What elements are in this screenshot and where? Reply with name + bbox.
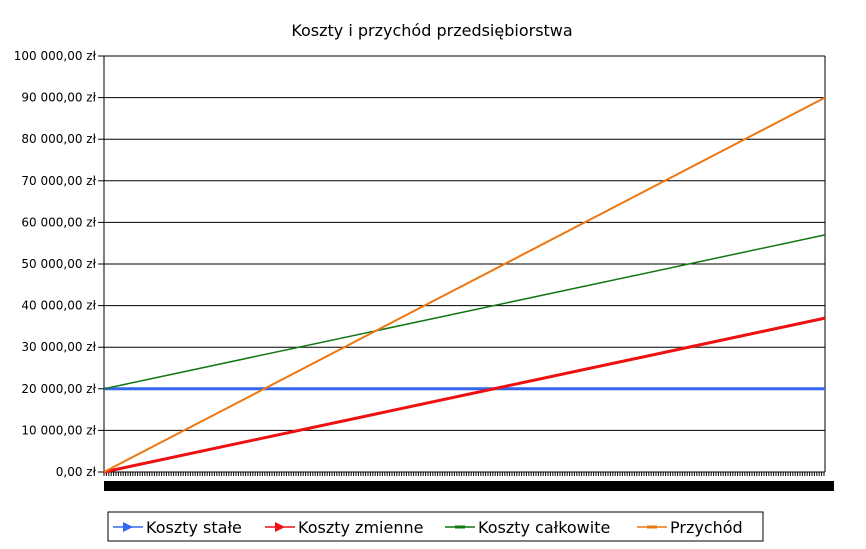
legend-label: Koszty stałe: [146, 518, 242, 537]
x-axis-ticks: [103, 472, 834, 491]
y-tick-label: 100 000,00 zł: [14, 49, 97, 63]
y-tick-label: 70 000,00 zł: [21, 174, 96, 188]
legend-marker: [275, 522, 285, 532]
legend-label: Koszty całkowite: [478, 518, 610, 537]
legend-marker: [123, 522, 133, 532]
legend-label: Przychód: [670, 518, 743, 537]
chart-title: Koszty i przychód przedsiębiorstwa: [291, 21, 572, 40]
y-tick-label: 0,00 zł: [56, 465, 97, 479]
x-tick-labels-overlap: [104, 481, 834, 491]
series-lines: [103, 96, 826, 474]
series-line: [103, 234, 826, 390]
legend: Koszty stałe Koszty zmienne Koszty całkowi…: [107, 511, 764, 542]
y-tick-label: 10 000,00 zł: [21, 423, 96, 437]
y-axis-ticks: 0,00 zł 10 000,00 zł 20 000,00 zł 30 000,00…: [14, 49, 104, 479]
y-tick-label: 20 000,00 zł: [21, 382, 96, 396]
y-tick-label: 40 000,00 zł: [21, 299, 96, 313]
gridlines: [103, 55, 826, 473]
series-line: [103, 96, 826, 473]
legend-marker: [455, 525, 465, 529]
y-tick-label: 50 000,00 zł: [21, 257, 96, 271]
series-line: [103, 316, 826, 474]
y-tick-label: 60 000,00 zł: [21, 215, 96, 229]
x-tick-marks: [103, 472, 825, 476]
y-tick-label: 90 000,00 zł: [21, 91, 96, 105]
y-tick-label: 80 000,00 zł: [21, 132, 96, 146]
legend-label: Koszty zmienne: [298, 518, 423, 537]
y-tick-label: 30 000,00 zł: [21, 340, 96, 354]
legend-marker: [647, 525, 657, 529]
